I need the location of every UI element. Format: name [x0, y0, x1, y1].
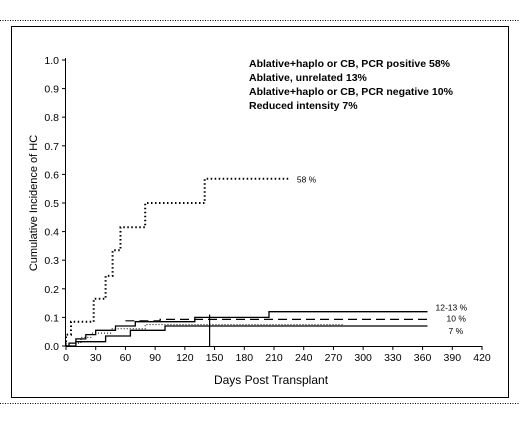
x-tick-label: 30: [90, 352, 102, 364]
x-tick-label: 360: [414, 352, 432, 364]
legend-entry: Reduced intensity 7%: [249, 100, 358, 112]
y-tick-label: 0.1: [44, 312, 59, 324]
x-tick-label: 150: [206, 352, 224, 364]
y-tick-label: 1.0: [44, 55, 59, 67]
x-tick-label: 120: [176, 352, 194, 364]
legend: Ablative+haplo or CB, PCR positive 58% A…: [249, 58, 454, 112]
series-line: [66, 325, 428, 347]
y-tick-label: 0.7: [44, 141, 59, 153]
series-end-label: 7 %: [449, 326, 464, 336]
axes: 0 30 60 90 120 150 180 210 240 270 300 330 360 390 420…: [44, 55, 491, 364]
x-tick-label: 270: [325, 352, 343, 364]
y-tick-label: 0.3: [44, 255, 59, 267]
x-tick-label: 300: [354, 352, 372, 364]
series-end-label: 12-13 %: [436, 303, 468, 313]
legend-entry: Ablative, unrelated 13%: [249, 72, 368, 84]
x-axis-label: Days Post Transplant: [214, 373, 329, 387]
series-line: [66, 324, 344, 344]
x-tick-label: 90: [149, 352, 161, 364]
y-axis-label: Cumulative Incidence of HC: [28, 135, 40, 271]
x-tick-label: 0: [63, 352, 69, 364]
series-line: [125, 318, 428, 322]
y-tick-label: 0.4: [44, 227, 59, 239]
x-tick-label: 210: [265, 352, 283, 364]
series-end-label: 10 %: [447, 313, 467, 323]
series-line: [66, 311, 428, 347]
plot-panel-border: [11, 26, 509, 398]
y-tick-label: 0.6: [44, 169, 59, 181]
y-tick-label: 0.2: [44, 284, 59, 296]
series-layer: [65, 177, 428, 347]
labels-layer: 58 % 12-13 %10 % 7 %: [297, 175, 468, 336]
x-tick-label: 60: [120, 352, 132, 364]
y-tick-label: 0.8: [44, 112, 59, 124]
x-tick-label: 390: [444, 352, 462, 364]
y-tick-label: 0.0: [44, 341, 59, 353]
legend-entry: Ablative+haplo or CB, PCR positive 58%: [249, 58, 451, 70]
series-end-label: 58 %: [297, 175, 317, 185]
y-tick-label: 0.5: [44, 198, 59, 210]
legend-entry: Ablative+haplo or CB, PCR negative 10%: [249, 86, 454, 98]
y-tick-label: 0.9: [44, 84, 59, 96]
x-tick-label: 420: [473, 352, 491, 364]
series-line: [65, 177, 289, 346]
x-tick-label: 330: [384, 352, 402, 364]
x-tick-label: 180: [236, 352, 254, 364]
x-tick-label: 240: [295, 352, 313, 364]
